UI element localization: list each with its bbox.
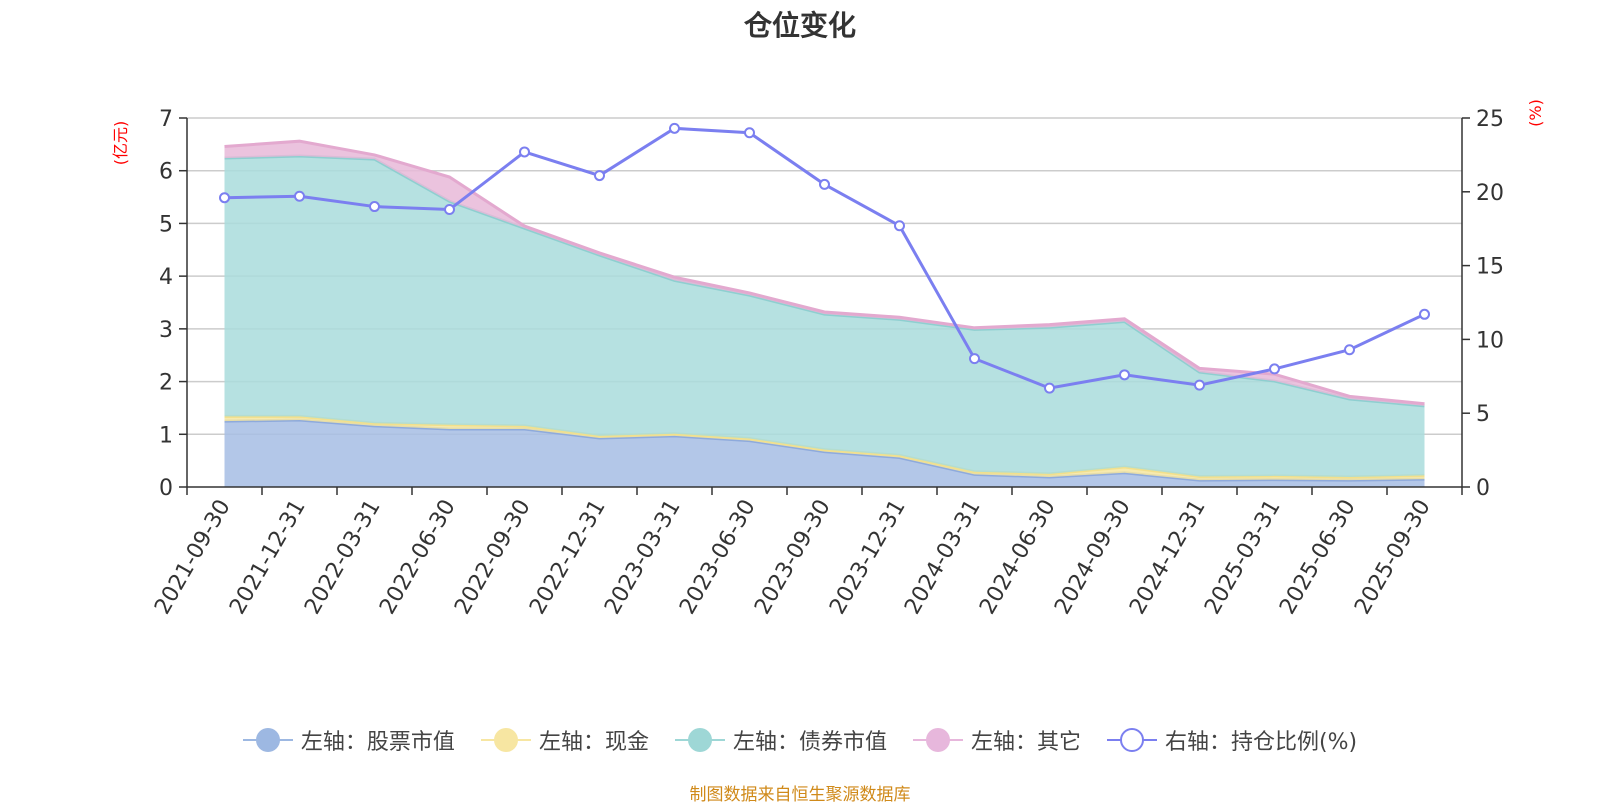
- legend-line-marker-icon: [1106, 725, 1157, 755]
- legend-label: 右轴：持仓比例(%): [1164, 730, 1358, 755]
- left-axis-unit: (亿元): [111, 121, 130, 166]
- right-tick-label: 5: [1476, 402, 1490, 427]
- legend-item-bond[interactable]: 左轴：债券市值: [674, 724, 887, 756]
- x-tick-label: 2021-09-30: [150, 496, 236, 619]
- area-cash: [224, 416, 1425, 481]
- legend-label: 左轴：现金: [538, 730, 649, 755]
- right-tick-label: 0: [1476, 476, 1490, 501]
- x-tick-label: 2024-03-31: [900, 496, 986, 619]
- x-tick-label: 2022-03-31: [300, 496, 386, 619]
- left-tick-label: 5: [159, 212, 173, 237]
- ratio-point: [444, 204, 455, 216]
- x-tick-label: 2022-09-30: [450, 496, 536, 619]
- legend-area-marker-icon: [242, 725, 293, 755]
- ratio-point: [219, 192, 230, 204]
- x-tick-label: 2025-03-31: [1200, 496, 1286, 619]
- left-tick-label: 2: [159, 371, 173, 396]
- left-tick-label: 0: [159, 476, 173, 501]
- right-axis-unit: (%): [1526, 99, 1545, 127]
- left-tick-label: 4: [159, 265, 173, 290]
- ratio-point: [1044, 382, 1055, 394]
- chart-legend: 左轴：股票市值 左轴：现金 左轴：债券市值 左轴：其它 右轴：持仓比例(%): [0, 722, 1600, 758]
- right-tick-label: 15: [1476, 255, 1504, 280]
- x-tick-label: 2021-12-31: [225, 496, 311, 619]
- right-tick-label: 10: [1476, 328, 1504, 353]
- x-tick-label: 2025-06-30: [1275, 496, 1361, 619]
- data-source-note: 制图数据来自恒生聚源数据库: [689, 785, 911, 805]
- stacked-areas: [224, 139, 1425, 487]
- left-tick-label: 1: [159, 423, 173, 448]
- ratio-point: [969, 353, 980, 365]
- x-tick-label: 2022-12-31: [525, 496, 611, 619]
- ratio-point: [1269, 363, 1280, 375]
- ratio-point: [669, 122, 680, 134]
- area-bond: [224, 155, 1425, 477]
- ratio-point: [744, 127, 755, 139]
- x-tick-label: 2024-06-30: [975, 496, 1061, 619]
- legend-item-ratio[interactable]: 右轴：持仓比例(%): [1106, 724, 1358, 756]
- ratio-point: [1344, 344, 1355, 356]
- legend-label: 左轴：其它: [970, 730, 1081, 755]
- right-tick-label: 20: [1476, 181, 1504, 206]
- ratio-point: [819, 178, 830, 190]
- left-tick-label: 7: [159, 107, 173, 132]
- legend-item-stock[interactable]: 左轴：股票市值: [242, 724, 455, 756]
- left-tick-label: 6: [159, 160, 173, 185]
- legend-label: 左轴：股票市值: [300, 730, 455, 755]
- ratio-line-layer: [219, 122, 1430, 394]
- x-tick-label: 2024-12-31: [1125, 496, 1211, 619]
- x-tick-label: 2023-09-30: [750, 496, 836, 619]
- x-tick-label: 2023-06-30: [675, 496, 761, 619]
- legend-item-other[interactable]: 左轴：其它: [912, 724, 1081, 756]
- ratio-point: [519, 146, 530, 158]
- ratio-point: [1194, 379, 1205, 391]
- legend-item-cash[interactable]: 左轴：现金: [480, 724, 649, 756]
- legend-area-marker-icon: [480, 725, 531, 755]
- x-tick-label: 2025-09-30: [1350, 496, 1436, 619]
- x-tick-label: 2023-03-31: [600, 496, 686, 619]
- legend-label: 左轴：债券市值: [732, 730, 887, 755]
- x-tick-label: 2022-06-30: [375, 496, 461, 619]
- ratio-point: [594, 170, 605, 182]
- legend-area-marker-icon: [674, 725, 725, 755]
- ratio-point: [369, 201, 380, 213]
- x-tick-label: 2024-09-30: [1050, 496, 1136, 619]
- area-edge-other: [224, 139, 1425, 406]
- left-tick-label: 3: [159, 318, 173, 343]
- ratio-point: [894, 220, 905, 232]
- ratio-point: [294, 190, 305, 202]
- legend-area-marker-icon: [912, 725, 963, 755]
- ratio-point: [1419, 308, 1430, 320]
- x-tick-label: 2023-12-31: [825, 496, 911, 619]
- area-stock: [224, 420, 1425, 487]
- right-tick-label: 25: [1476, 107, 1504, 132]
- chart-title: 仓位变化: [743, 9, 856, 42]
- ratio-point: [1119, 369, 1130, 381]
